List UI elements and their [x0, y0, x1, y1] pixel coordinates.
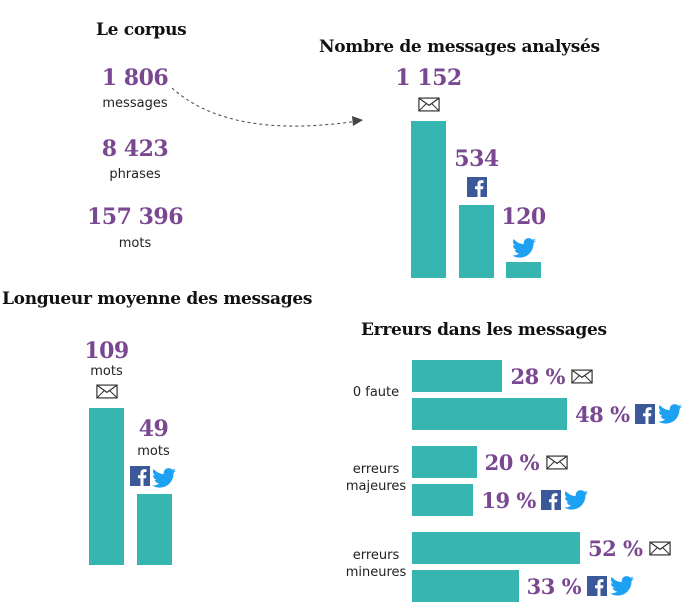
envelope-icon — [649, 541, 671, 556]
bar — [412, 360, 503, 392]
bar — [412, 484, 474, 516]
data-label: 52 % — [588, 536, 643, 561]
twitter-icon — [564, 488, 589, 512]
twitter-icon — [511, 236, 536, 260]
facebook-icon — [130, 466, 150, 487]
category-label: 0 faute — [352, 385, 400, 400]
envelope-icon — [545, 455, 568, 470]
facebook-icon — [541, 490, 562, 510]
category-label: erreurs mineures — [345, 548, 407, 580]
twitter-icon — [152, 466, 176, 490]
bar — [412, 446, 477, 478]
envelope-icon — [417, 97, 440, 112]
bar — [506, 261, 541, 278]
bar — [459, 205, 494, 278]
data-label: 19 % — [481, 488, 536, 513]
unit-label: mots — [137, 444, 170, 460]
data-label: 49 — [138, 416, 169, 443]
facebook-icon — [635, 404, 656, 424]
facebook-icon — [586, 576, 607, 596]
twitter-icon — [609, 574, 634, 598]
data-label: 33 % — [526, 574, 582, 599]
data-label: 534 — [454, 146, 499, 173]
bar — [411, 121, 446, 278]
category-label: erreurs majeures — [345, 462, 407, 494]
data-label: 109 — [84, 338, 129, 364]
twitter-icon — [658, 402, 683, 426]
bar — [89, 408, 124, 565]
stat-messages-value: 1 806 — [101, 65, 169, 91]
stat-phrases-value: 8 423 — [101, 136, 169, 162]
bar — [137, 494, 172, 565]
unit-label: mots — [90, 364, 123, 379]
data-label: 120 — [501, 203, 546, 230]
chart-messages-title: Nombre de messages analysés — [319, 37, 600, 57]
stat-mots-label: mots — [118, 236, 152, 251]
stat-messages-label: messages — [102, 96, 168, 111]
data-label: 48 % — [575, 402, 630, 427]
envelope-icon — [95, 384, 118, 399]
bar — [412, 398, 568, 430]
facebook-icon — [466, 177, 487, 198]
bar — [412, 532, 580, 564]
data-label: 28 % — [510, 364, 565, 389]
stat-phrases-label: phrases — [109, 167, 161, 182]
envelope-icon — [571, 369, 594, 384]
chart-errors-title: Erreurs dans les messages — [361, 320, 607, 340]
corpus-title: Le corpus — [96, 20, 187, 40]
data-label: 1 152 — [395, 65, 462, 91]
data-label: 20 % — [484, 450, 540, 475]
stat-mots-value: 157 396 — [86, 204, 184, 230]
bar — [412, 570, 519, 602]
chart-length-title: Longueur moyenne des messages — [2, 289, 313, 309]
